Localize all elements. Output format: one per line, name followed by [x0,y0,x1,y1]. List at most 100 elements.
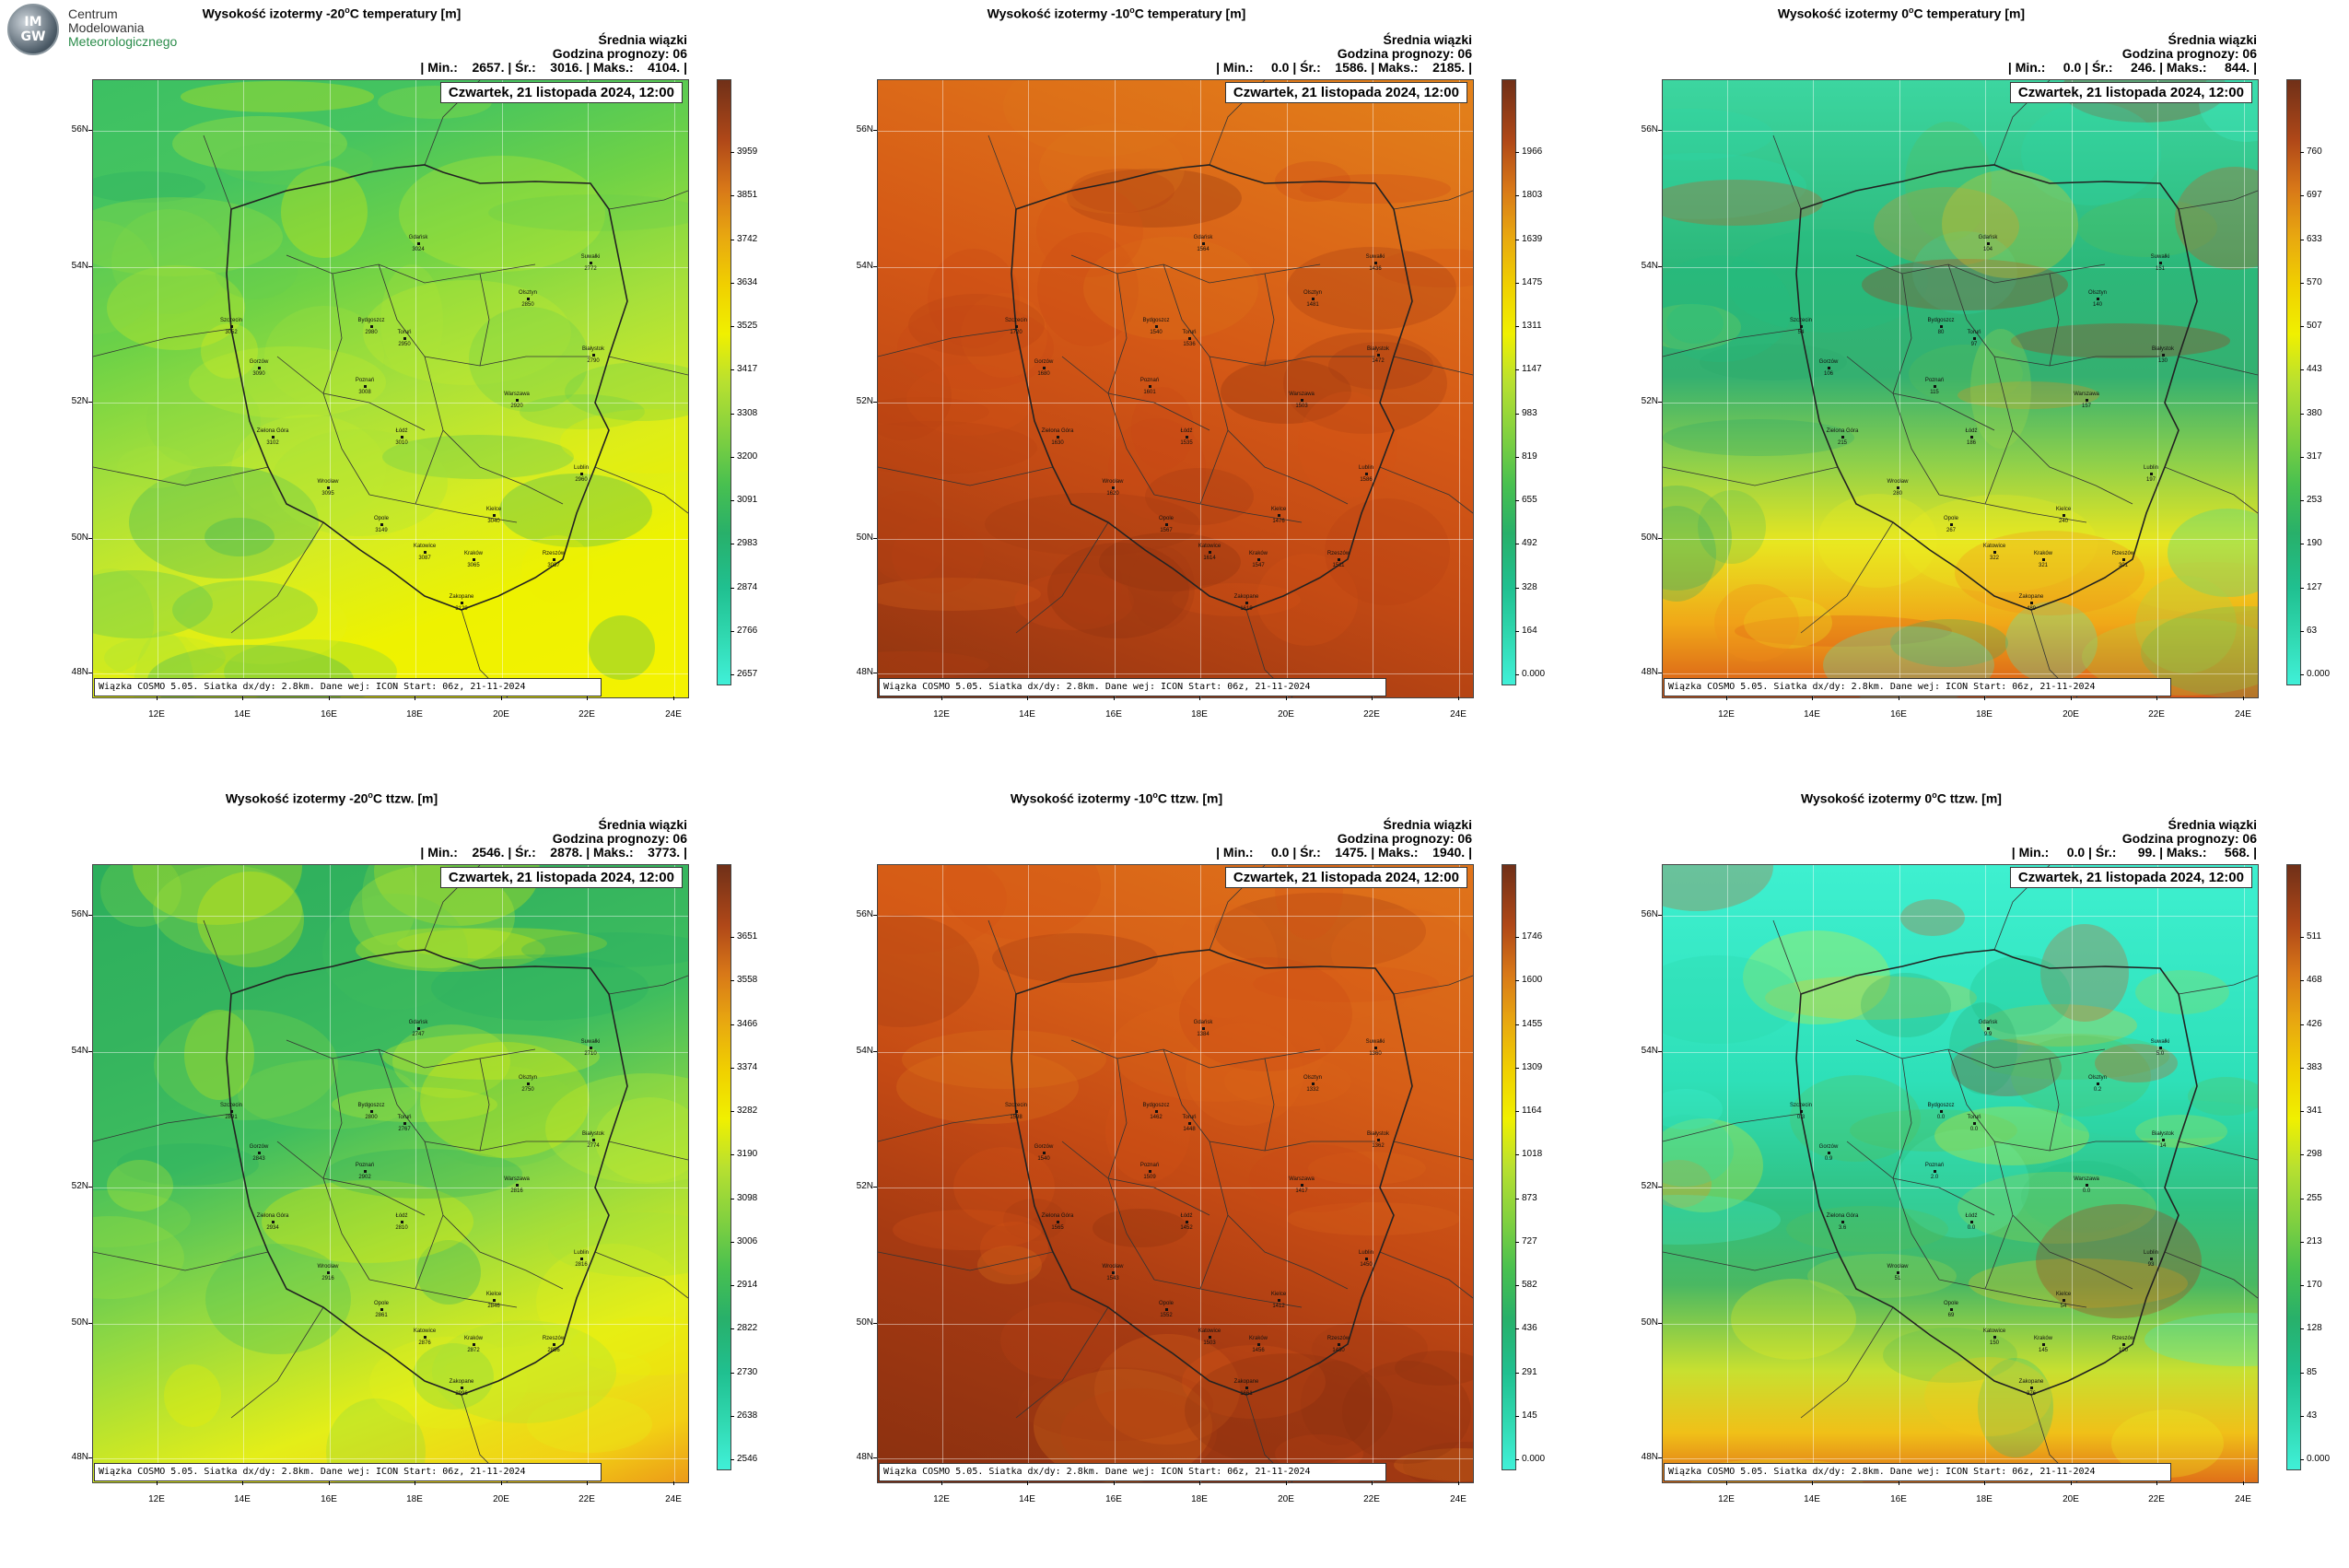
latitude-label: 50N [856,532,873,543]
city-dot [1896,486,1899,489]
latitude-label: 56N [71,124,88,135]
city-value: 240 [2058,519,2068,524]
field-blob [231,415,386,525]
colorbar-tick [1515,1459,1519,1460]
stats-header: Średnia wiązki [2168,817,2257,832]
city-value: 1332 [1306,1087,1319,1093]
city-name: Gdańsk [1193,1020,1213,1025]
city-name: Kielce [2055,507,2072,512]
field-blob [548,1212,688,1277]
neighbor-border [1379,1251,1473,1299]
city-name: Warszawa [1289,392,1315,397]
neighbor-border [594,466,688,514]
city-dot [492,514,496,517]
voivodeship-border [1947,1048,2160,1152]
borders-layer [93,865,688,1482]
voivodeship-border [1846,1141,1995,1216]
city-dot [1949,523,1953,526]
field-blob [1958,381,2099,409]
city-value: 3095 [321,491,334,497]
city-value: 197 [2145,477,2156,483]
field-blob [1663,1118,1763,1212]
field-blob [892,518,984,593]
latitude-label: 52N [71,396,88,406]
city-dot [1300,1184,1303,1187]
field-blob [878,397,989,427]
city-value: 301 [2118,563,2128,568]
longitude-label: 18E [406,1494,423,1504]
meridian-line [942,80,943,697]
city-marker: Toruń 1448 [1171,1114,1208,1133]
city-name: Bydgoszcz [1927,1103,1955,1108]
city-marker: Suwałki 1436 [1357,253,1394,273]
field-blob [878,651,989,679]
city-marker: Suwałki 151 [2142,253,2179,273]
longitude-tick [1027,1481,1028,1485]
field-blob [1308,1152,1426,1185]
isotherm-map: Gdańsk 1384 Suwałki 1360 Olsztyn 1332 Szczecin… [877,864,1474,1483]
city-value: 140 [2092,302,2102,308]
colorbar-tick [730,980,734,982]
city-dot [1185,1221,1188,1223]
longitude-label: 20E [493,709,509,720]
latitude-tick [873,1323,877,1324]
neighbor-border [2178,356,2258,376]
stats-values: | Min.: 0.0 | Śr.: 1586. | Maks.: 2185. … [1216,60,1472,75]
city-value: 215 [1837,440,1847,446]
field-blob [1003,1199,1066,1241]
city-name: Białystok [1366,1131,1389,1137]
city-name: Olsztyn [2087,1075,2107,1081]
field-blob [1743,930,1890,1024]
colorbar-label: 426 [2307,1018,2322,1029]
city-marker: Łódź 2810 [383,1212,420,1232]
field-blob [878,421,1037,474]
field-blob [184,1010,254,1100]
colorbar-tick [2300,674,2304,675]
city-marker: Toruń 0.0 [1956,1114,1993,1133]
field-blob [2011,1036,2151,1117]
forecast-hour: Godzina prognozy: 06 [2121,831,2257,846]
city-marker: Białystok 1472 [1360,345,1397,365]
city-marker: Bydgoszcz 2800 [353,1102,390,1121]
city-marker: Warszawa 1417 [1283,1176,1320,1195]
longitude-tick [501,1481,502,1485]
neighbor-border [2178,975,2258,995]
city-dot [1208,551,1211,554]
city-name: Bydgoszcz [1927,318,1955,323]
city-value: 1412 [1272,1304,1285,1309]
meridian-line [415,80,416,697]
city-name: Katowice [1198,1328,1221,1334]
latitude-label: 48N [1641,667,1658,677]
field-blob [1394,1448,1473,1481]
longitude-label: 22E [578,1494,595,1504]
city-value: 1430 [1332,1348,1345,1353]
city-name: Zakopane [2018,594,2044,600]
city-value: 2774 [587,1143,600,1149]
field-blob [1185,1353,1393,1468]
city-marker: Gorzów 3090 [240,358,277,378]
city-name: Olsztyn [518,1075,537,1081]
neighbor-border [878,466,1054,486]
neighbor-border [93,466,269,486]
city-value: 1450 [1360,1262,1373,1268]
field-blob [1171,904,1278,1018]
field-blob [1663,1160,1712,1208]
colorbar-label: 1311 [1522,321,1542,331]
neighbor-border [2164,466,2258,514]
city-dot [1376,1139,1380,1141]
latitude-tick [88,1323,92,1324]
city-marker: Gdańsk 2747 [400,1019,437,1038]
city-dot [2029,1387,2033,1389]
field-blob [1969,955,2071,1035]
stats-values: | Min.: 0.0 | Śr.: 246. | Maks.: 844. | [2007,60,2257,75]
city-marker: Poznań 2902 [346,1162,383,1181]
forecast-panel: Wysokość izotermy 0oC temperatury [m] Śre… [1570,0,2343,783]
neighbor-border [1772,135,1802,210]
forecast-hour: Godzina prognozy: 06 [1337,46,1472,61]
neighbor-border [203,919,232,995]
city-name: Warszawa [504,392,530,397]
field-blob [181,583,347,664]
city-value: 2934 [266,1225,279,1231]
field-blob [878,491,949,581]
longitude-label: 18E [1191,709,1208,720]
